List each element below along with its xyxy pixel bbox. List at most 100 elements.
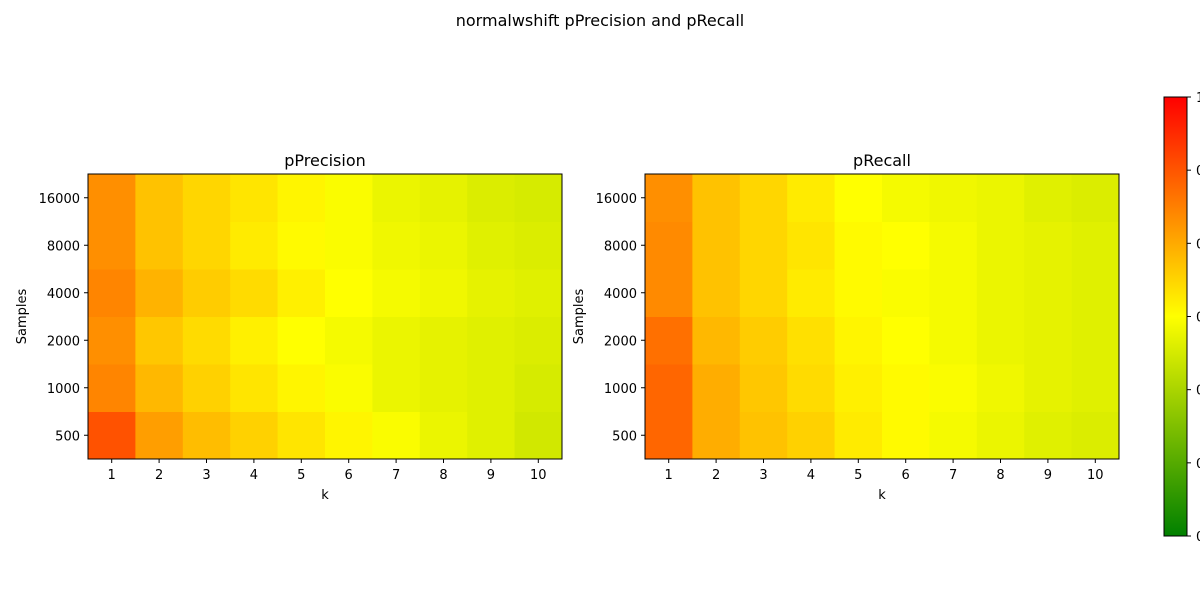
heatmap-cell (929, 316, 978, 365)
heatmap-cell (834, 174, 883, 222)
heatmap-cell (929, 221, 978, 270)
heatmap-cell (419, 269, 468, 317)
y-tick-label: 500 (612, 429, 637, 444)
heatmap-cell (135, 174, 184, 222)
heatmap-cell (882, 364, 930, 412)
x-tick-label: 6 (345, 468, 353, 483)
heatmap-cell (88, 411, 136, 460)
x-tick-label: 8 (996, 468, 1004, 483)
heatmap-cell (230, 316, 279, 365)
heatmap-cell (1024, 221, 1073, 270)
heatmap-cell (135, 364, 184, 412)
x-tick-label: 9 (1044, 468, 1052, 483)
heatmap-cell (88, 269, 136, 317)
heatmap-cell (692, 269, 741, 317)
heatmap-cell (514, 221, 563, 270)
heatmap-cell (230, 174, 279, 222)
heatmap-cell (929, 411, 978, 460)
heatmap-cell (182, 364, 231, 412)
heatmap-cell (514, 316, 563, 365)
x-tick-label: 3 (759, 468, 767, 483)
x-tick-label: 7 (949, 468, 957, 483)
heatmap-cell (692, 174, 741, 222)
heatmap-cell (739, 221, 788, 270)
heatmap-cell (787, 364, 836, 412)
x-tick-label: 6 (902, 468, 910, 483)
heatmap-cell (1024, 174, 1073, 222)
heatmap-cell (787, 221, 836, 270)
heatmap-cell (882, 316, 930, 365)
y-tick-label: 4000 (47, 287, 80, 302)
heatmap-cell (787, 411, 836, 460)
heatmap-cell (135, 411, 184, 460)
heatmap-cell (976, 364, 1025, 412)
y-tick-label: 500 (55, 429, 80, 444)
y-tick-label: 8000 (604, 239, 637, 254)
heatmap-cell (834, 411, 883, 460)
colorbar-gradient (1163, 96, 1188, 537)
colorbar-tick-label: 0 (1196, 457, 1200, 472)
colorbar-tick-label: 0 (1196, 530, 1200, 545)
heatmap-cell (787, 174, 836, 222)
heatmap-cell (372, 221, 421, 270)
heatmap-cell (467, 174, 516, 222)
heatmap-cell (1024, 316, 1073, 365)
heatmap-cell (325, 364, 373, 412)
heatmap-cell (419, 316, 468, 365)
heatmap-cell (230, 269, 279, 317)
heatmap-cell (182, 316, 231, 365)
heatmap-cell (419, 221, 468, 270)
heatmap-cell (976, 269, 1025, 317)
heatmap-cell (88, 316, 136, 365)
heatmap-cell (230, 364, 279, 412)
heatmap-cell (929, 174, 978, 222)
heatmap-cell (372, 316, 421, 365)
colorbar-tick-label: 0 (1196, 311, 1200, 326)
heatmap-cell (372, 269, 421, 317)
x-tick-label: 5 (297, 468, 305, 483)
heatmap-cell (976, 174, 1025, 222)
heatmap-cell (645, 269, 693, 317)
panel-title: pPrecision (284, 151, 366, 170)
heatmap-cell (882, 174, 930, 222)
heatmap-cell (372, 364, 421, 412)
x-tick-label: 7 (392, 468, 400, 483)
colorbar-tick-label: 0 (1196, 384, 1200, 399)
y-tick-label: 1000 (604, 382, 637, 397)
heatmap-cell (739, 364, 788, 412)
heatmap-cell (230, 411, 279, 460)
heatmap-cell (1024, 364, 1073, 412)
heatmap-cell (277, 316, 326, 365)
heatmap-cell (645, 221, 693, 270)
heatmap-cell (467, 411, 516, 460)
heatmap-cell (834, 221, 883, 270)
y-axis-label: Samples (15, 289, 30, 345)
heatmap-cell (467, 269, 516, 317)
heatmap-cell (645, 411, 693, 460)
heatmap-cell (88, 174, 136, 222)
x-axis-label: k (878, 488, 886, 503)
x-tick-label: 1 (665, 468, 673, 483)
heatmap-cell (739, 269, 788, 317)
heatmap-cell (277, 411, 326, 460)
heatmap-cell (419, 364, 468, 412)
heatmap-cell (182, 411, 231, 460)
x-tick-label: 5 (854, 468, 862, 483)
heatmap-cell (645, 364, 693, 412)
plot-frame (644, 173, 1120, 460)
heatmap-cell (419, 174, 468, 222)
y-axis-label: Samples (572, 289, 587, 345)
heatmap-cell (1071, 364, 1120, 412)
heatmap-cell (1071, 221, 1120, 270)
heatmap-cell (88, 364, 136, 412)
heatmap-cell (372, 411, 421, 460)
x-tick-label: 9 (487, 468, 495, 483)
heatmap-cell (514, 269, 563, 317)
heatmap-cell (419, 411, 468, 460)
heatmap-cell (882, 411, 930, 460)
y-tick-label: 16000 (39, 192, 80, 207)
heatmap-cell (787, 269, 836, 317)
x-tick-label: 4 (807, 468, 815, 483)
heatmap-cell (467, 221, 516, 270)
